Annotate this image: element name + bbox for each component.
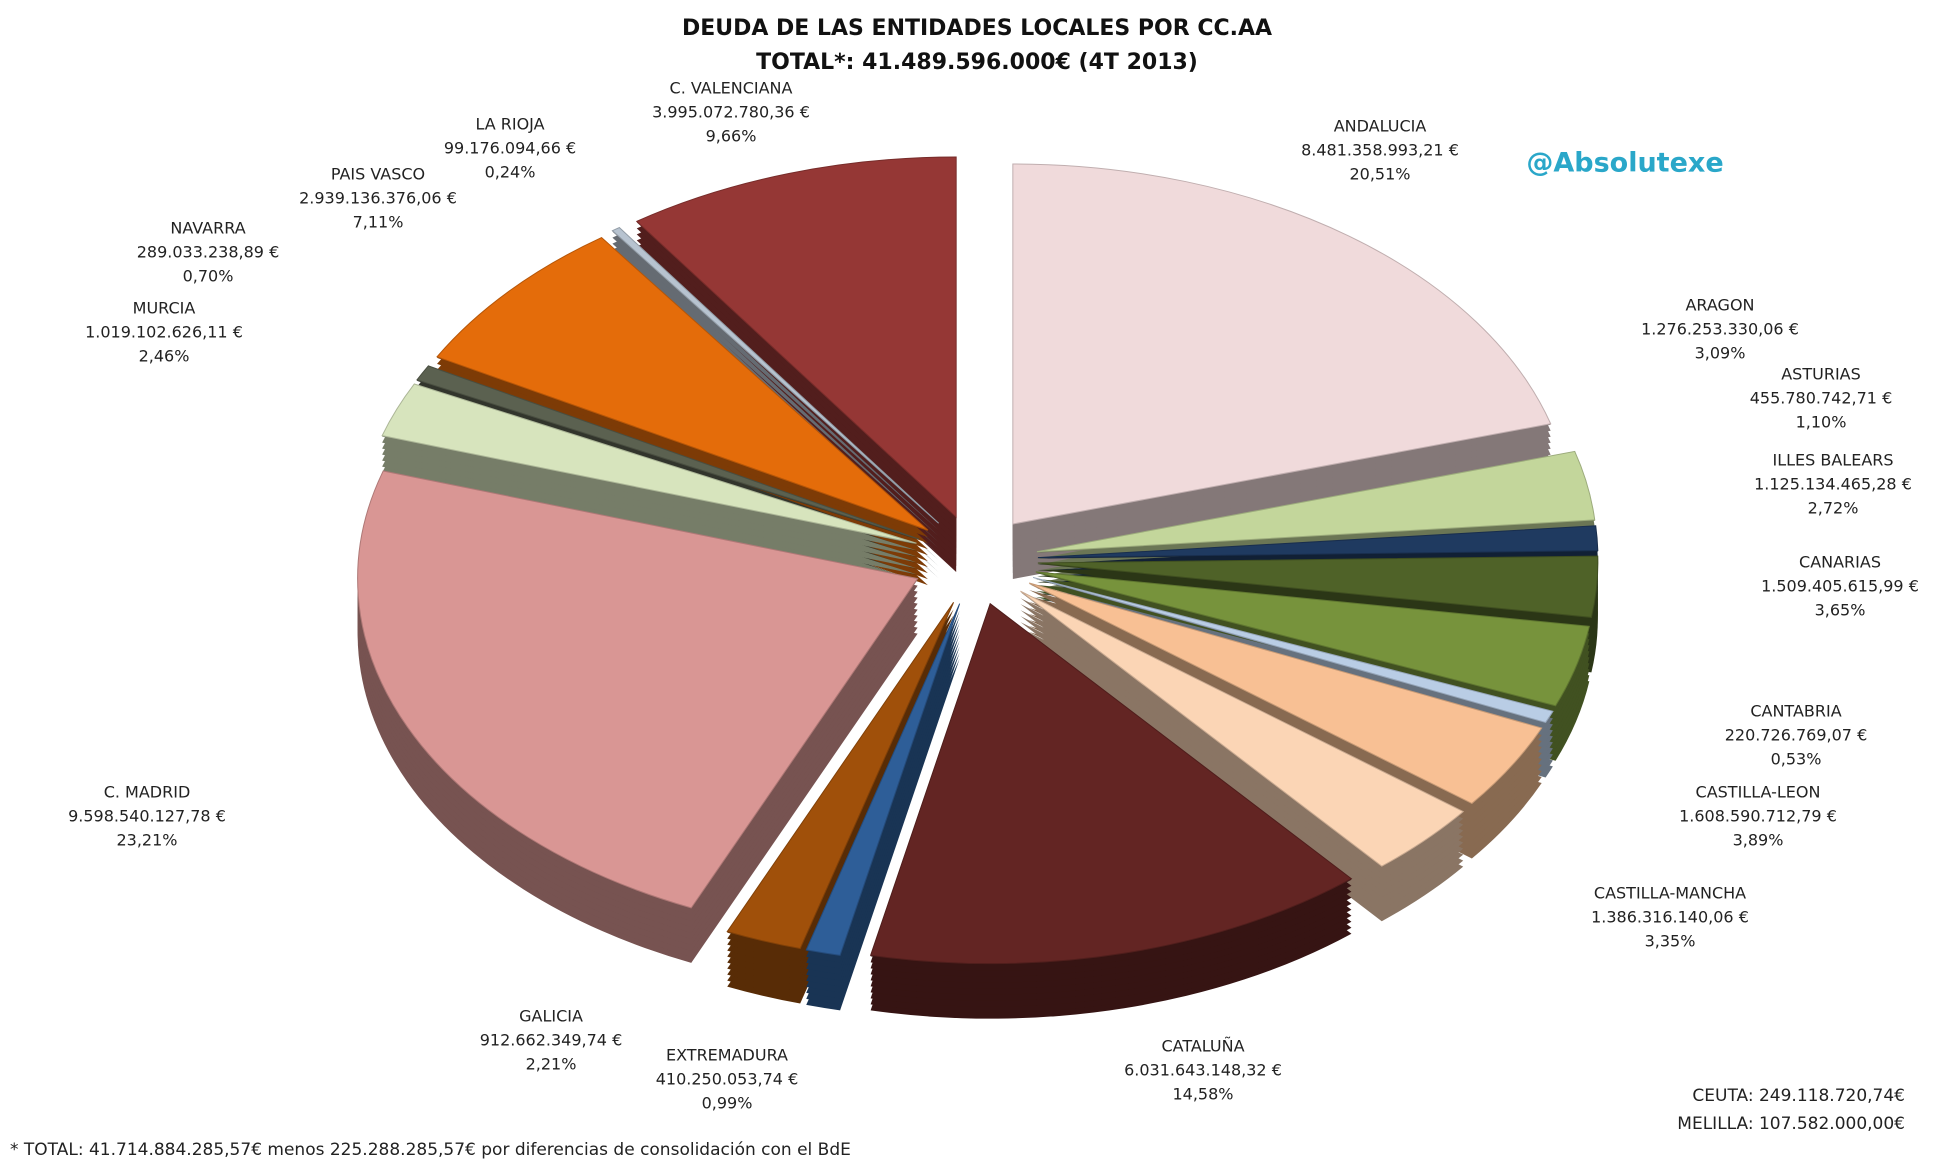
slice xyxy=(1037,555,1599,618)
value-label: 1.276.253.330,06 € xyxy=(1641,320,1799,339)
percentage-label: 14,58% xyxy=(1172,1085,1233,1104)
category-label: ASTURIAS xyxy=(1781,365,1861,384)
percentage-label: 2,72% xyxy=(1808,499,1859,518)
chart-subtitle: TOTAL*: 41.489.596.000€ (4T 2013) xyxy=(756,50,1198,75)
slice xyxy=(1028,582,1543,805)
slice xyxy=(381,383,917,544)
category-label: ARAGON xyxy=(1685,296,1754,315)
watermark: @Absolutexe xyxy=(1526,148,1723,179)
chart-title: DEUDA DE LAS ENTIDADES LOCALES POR CC.AA xyxy=(682,16,1272,41)
category-label: GALICIA xyxy=(519,1007,583,1026)
percentage-label: 3,65% xyxy=(1815,601,1866,620)
value-label: 1.608.590.712,79 € xyxy=(1679,807,1837,826)
slice xyxy=(611,226,940,524)
value-label: 410.250.053,74 € xyxy=(656,1070,799,1089)
value-label: 3.995.072.780,36 € xyxy=(652,103,810,122)
percentage-label: 2,46% xyxy=(139,347,190,366)
percentage-label: 3,89% xyxy=(1733,831,1784,850)
slice xyxy=(1012,163,1552,525)
percentage-label: 0,53% xyxy=(1771,750,1822,769)
value-label: 1.125.134.465,28 € xyxy=(1754,475,1912,494)
category-label: CASTILLA-LEON xyxy=(1696,783,1821,802)
value-label: 1.386.316.140,06 € xyxy=(1591,908,1749,927)
percentage-label: 0,70% xyxy=(183,267,234,286)
value-label: 220.726.769,07 € xyxy=(1725,726,1868,745)
slice xyxy=(1035,571,1590,707)
percentage-label: 1,10% xyxy=(1796,413,1847,432)
category-label: CANTABRIA xyxy=(1750,702,1841,721)
slice xyxy=(1020,590,1465,867)
slice xyxy=(805,603,961,956)
value-label: 2.939.136.376,06 € xyxy=(299,189,457,208)
slice xyxy=(635,156,957,519)
slice xyxy=(357,470,919,909)
category-label: CANARIAS xyxy=(1799,553,1881,572)
slice xyxy=(1032,576,1554,724)
slice xyxy=(869,602,1353,965)
slice xyxy=(1037,525,1599,559)
category-label: C. MADRID xyxy=(104,783,191,802)
percentage-label: 20,51% xyxy=(1349,165,1410,184)
slice xyxy=(416,365,920,540)
category-label: LA RIOJA xyxy=(475,115,544,134)
percentage-label: 0,99% xyxy=(702,1094,753,1113)
value-label: 99.176.094,66 € xyxy=(444,139,576,158)
value-label: 8.481.358.993,21 € xyxy=(1301,141,1459,160)
slice xyxy=(726,602,955,950)
slice xyxy=(436,236,929,531)
percentage-label: 3,09% xyxy=(1695,344,1746,363)
slice xyxy=(1036,450,1596,553)
category-label: PAIS VASCO xyxy=(331,165,425,184)
category-label: EXTREMADURA xyxy=(666,1046,788,1065)
category-label: CASTILLA-MANCHA xyxy=(1594,884,1746,903)
category-label: MURCIA xyxy=(133,299,196,318)
percentage-label: 0,24% xyxy=(485,163,536,182)
category-label: NAVARRA xyxy=(170,219,245,238)
percentage-label: 2,21% xyxy=(526,1055,577,1074)
category-label: ILLES BALEARS xyxy=(1772,451,1893,470)
value-label: 1.509.405.615,99 € xyxy=(1761,577,1919,596)
percentage-label: 23,21% xyxy=(116,831,177,850)
percentage-label: 3,35% xyxy=(1645,932,1696,951)
value-label: 6.031.643.148,32 € xyxy=(1124,1061,1282,1080)
pie xyxy=(357,156,1599,1019)
percentage-label: 7,11% xyxy=(353,213,404,232)
value-label: 1.019.102.626,11 € xyxy=(85,323,243,342)
category-label: C. VALENCIANA xyxy=(670,79,793,98)
value-label: 9.598.540.127,78 € xyxy=(68,807,226,826)
value-label: 289.033.238,89 € xyxy=(137,243,280,262)
slice-side xyxy=(612,234,939,531)
value-label: 455.780.742,71 € xyxy=(1750,389,1893,408)
note: CEUTA: 249.118.720,74€ xyxy=(1692,1086,1905,1106)
footnote: * TOTAL: 41.714.884.285,57€ menos 225.28… xyxy=(10,1140,851,1160)
note: MELILLA: 107.582.000,00€ xyxy=(1677,1114,1905,1134)
category-label: ANDALUCIA xyxy=(1334,117,1427,136)
slice-side xyxy=(612,240,939,537)
percentage-label: 9,66% xyxy=(706,127,757,146)
value-label: 912.662.349,74 € xyxy=(480,1031,623,1050)
category-label: CATALUÑA xyxy=(1161,1037,1244,1056)
